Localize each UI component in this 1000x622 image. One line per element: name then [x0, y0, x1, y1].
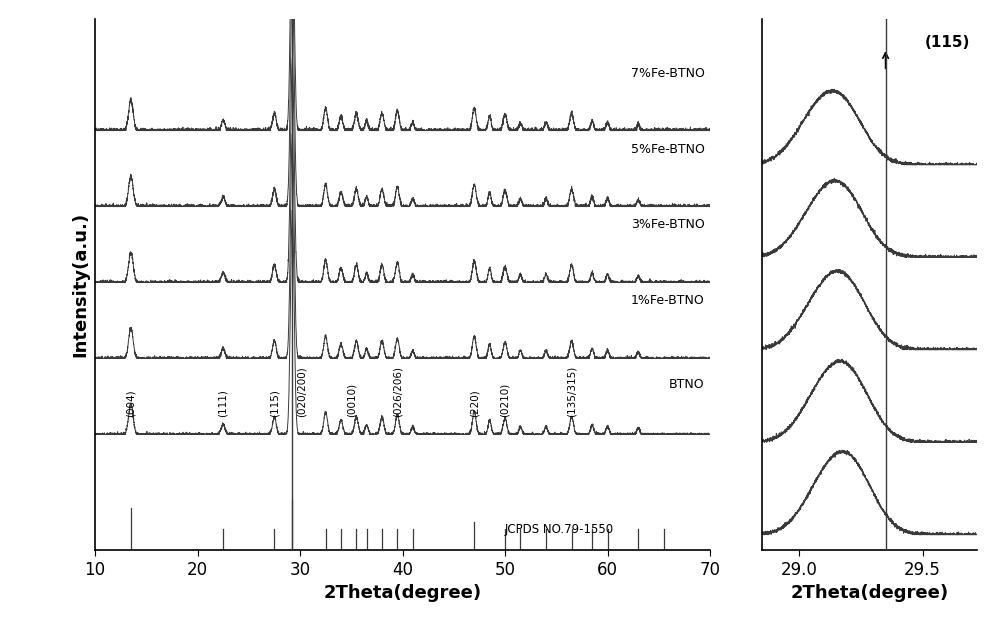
Text: (004): (004)	[126, 389, 136, 417]
Text: (026/206): (026/206)	[392, 366, 402, 417]
Text: (0210): (0210)	[500, 383, 510, 417]
Text: 1%Fe-BTNO: 1%Fe-BTNO	[631, 294, 705, 307]
Text: JCPDS NO.79-1550: JCPDS NO.79-1550	[505, 523, 614, 536]
Text: (220): (220)	[469, 389, 479, 417]
Text: (0010): (0010)	[346, 383, 356, 417]
Text: (115): (115)	[925, 35, 971, 50]
X-axis label: 2Theta(degree): 2Theta(degree)	[323, 585, 482, 603]
Text: 3%Fe-BTNO: 3%Fe-BTNO	[631, 218, 705, 231]
Text: (020/200): (020/200)	[297, 366, 307, 417]
Y-axis label: Intensity(a.u.): Intensity(a.u.)	[71, 212, 89, 357]
Text: (135/315): (135/315)	[567, 366, 577, 417]
Text: BTNO: BTNO	[669, 378, 705, 391]
Text: (115): (115)	[269, 389, 279, 417]
Text: 7%Fe-BTNO: 7%Fe-BTNO	[631, 67, 705, 80]
X-axis label: 2Theta(degree): 2Theta(degree)	[790, 585, 949, 603]
Text: (111): (111)	[218, 389, 228, 417]
Text: 5%Fe-BTNO: 5%Fe-BTNO	[631, 142, 705, 156]
